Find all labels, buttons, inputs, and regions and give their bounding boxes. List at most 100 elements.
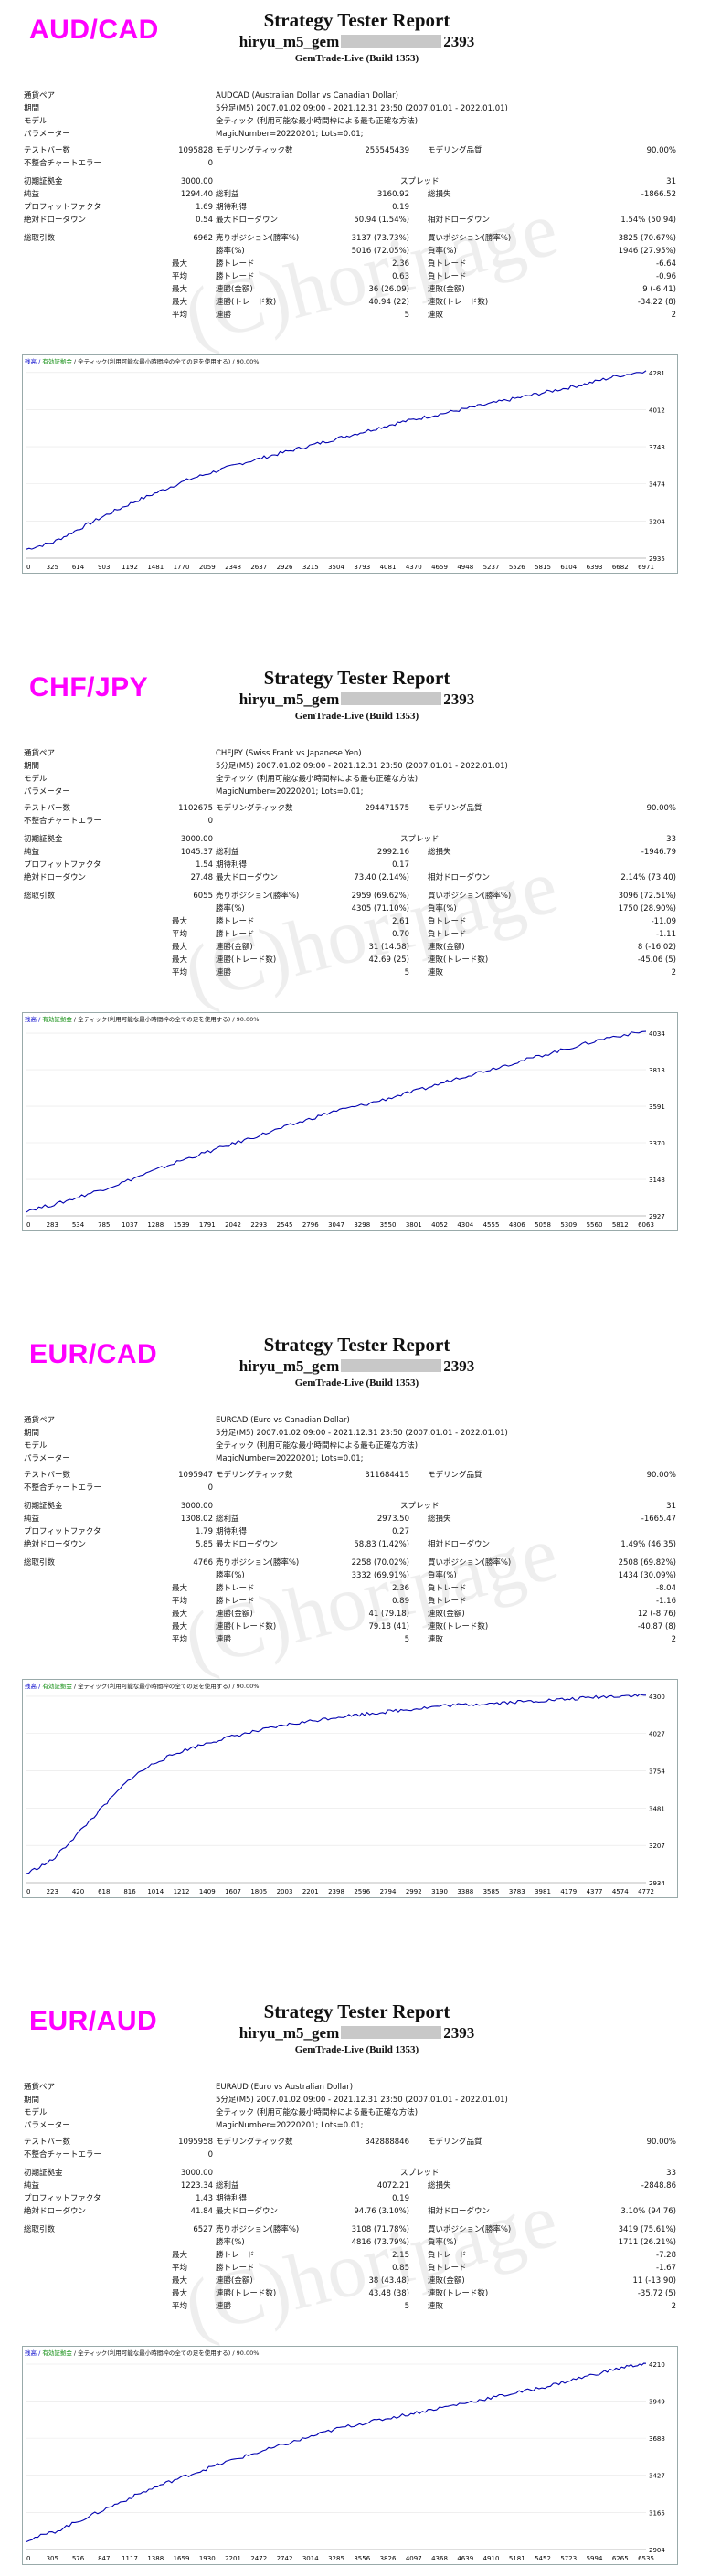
value-short: 2258 (70.02%) — [351, 1558, 409, 1568]
balance-chart: 残高 / 有効証拠金 / 全ティック(利用可能な最小時間枠の全ての足を使用する)… — [22, 2346, 678, 2565]
value-ticks: 311684415 — [365, 1471, 409, 1480]
chart-svg: 2927 3148 3370 3591 3813 4034 0 283 534 785 1037 12… — [26, 1030, 665, 1229]
build-info: GemTrade-Live (Build 1353) — [294, 53, 419, 64]
value-spread: 33 — [666, 835, 676, 844]
label-gross-loss: 総損失 — [428, 2181, 451, 2191]
value-abs-dd: 27.48 — [190, 873, 213, 882]
value-consec-losses-count: -35.72 (5) — [637, 2289, 676, 2298]
label-mismatch: 不整合チャートエラー — [24, 159, 101, 168]
label-long: 買いポジション(勝率%) — [428, 892, 512, 901]
value-win-trades: 5016 (72.05%) — [351, 247, 409, 256]
x-tick-label: 1607 — [225, 1888, 241, 1895]
x-tick-label: 0 — [26, 564, 30, 571]
label-quality: モデリング品質 — [428, 146, 482, 155]
chart-caption: 残高 / 有効証拠金 / 全ティック(利用可能な最小時間枠の全ての足を使用する)… — [25, 1681, 259, 1690]
value-short: 3108 (71.78%) — [351, 2225, 409, 2234]
label-largest-win: 勝トレード — [216, 917, 255, 926]
value-gross-loss: -1866.52 — [641, 190, 676, 199]
x-tick-label: 4659 — [431, 564, 448, 571]
value-symbol: CHFJPY (Swiss Frank vs Japanese Yen) — [216, 749, 362, 758]
label-net: 純益 — [24, 848, 40, 857]
label-pf: プロフィットファクタ — [24, 2194, 101, 2203]
value-quality: 90.00% — [646, 1471, 676, 1480]
y-tick-label: 3370 — [649, 1140, 665, 1147]
label-avg-consec-wins: 連勝 — [216, 2302, 232, 2311]
label-expected: 期待利得 — [216, 860, 248, 870]
x-tick-label: 3556 — [354, 2555, 370, 2562]
value-avg-consec-wins: 5 — [404, 311, 409, 320]
value-deposit: 3000.00 — [180, 177, 213, 186]
ea-name: hiryu_m5_gem 2393 — [16, 2024, 697, 2043]
label-params: パラメーター — [24, 2121, 70, 2130]
value-consec-wins-count: 79.18 (41) — [368, 1622, 409, 1631]
x-tick-label: 305 — [47, 2555, 58, 2562]
label-ticks: モデリングティック数 — [216, 1471, 293, 1480]
label-max-1: 最大 — [172, 259, 188, 269]
x-tick-label: 6682 — [612, 564, 629, 571]
label-consec-losses-money: 連敗(金額) — [428, 285, 465, 294]
x-tick-label: 4555 — [483, 1221, 500, 1229]
label-mismatch: 不整合チャートエラー — [24, 1483, 101, 1493]
label-max-2: 最大 — [172, 285, 188, 294]
x-tick-label: 1409 — [199, 1888, 216, 1895]
x-tick-label: 5452 — [535, 2555, 551, 2562]
build-info: GemTrade-Live (Build 1353) — [294, 711, 419, 722]
x-tick-label: 3215 — [302, 564, 319, 571]
label-consec-wins-money: 連勝(金額) — [216, 943, 253, 952]
value-gross-profit: 3160.92 — [376, 190, 409, 199]
label-max-1: 最大 — [172, 2251, 188, 2260]
currency-pair-label: EUR/AUD — [29, 2006, 158, 2036]
label-max-2: 最大 — [172, 2276, 188, 2286]
label-gross-profit: 総利益 — [216, 2181, 239, 2191]
label-gross-profit: 総利益 — [216, 1515, 239, 1524]
value-consec-wins-money: 38 (43.48) — [368, 2276, 409, 2286]
redaction-box — [341, 2026, 442, 2039]
label-ticks: モデリングティック数 — [216, 804, 293, 813]
x-tick-label: 2042 — [225, 1221, 241, 1229]
x-tick-label: 1481 — [147, 564, 164, 571]
label-avg-consec-wins: 連勝 — [216, 968, 232, 977]
caption-text: / 全ティック(利用可能な最小時間枠の全ての足を使用する) — [71, 2349, 231, 2357]
label-avg-2: 平均 — [172, 2302, 188, 2311]
caption-balance: 残高 / — [25, 1016, 43, 1023]
value-largest-loss: -6.64 — [656, 259, 676, 269]
x-tick-label: 4377 — [587, 1888, 603, 1895]
label-gross-profit: 総利益 — [216, 190, 239, 199]
label-consec-wins-money: 連勝(金額) — [216, 2276, 253, 2286]
report-title: Strategy Tester Report — [263, 9, 450, 31]
value-period: 5分足(M5) 2007.01.02 09:00 - 2021.12.31 23… — [216, 2096, 508, 2105]
label-expected: 期待利得 — [216, 203, 248, 212]
label-mismatch: 不整合チャートエラー — [24, 817, 101, 826]
label-long: 買いポジション(勝率%) — [428, 2225, 512, 2234]
value-consec-losses-money: 8 (-16.02) — [637, 943, 676, 952]
ea-name: hiryu_m5_gem 2393 — [16, 691, 697, 709]
label-largest-loss: 負トレード — [428, 917, 467, 926]
x-tick-label: 1192 — [122, 564, 138, 571]
report-panel: EUR/CAD Strategy Tester Report hiryu_m5_ge… — [16, 1332, 697, 1907]
label-avg-consec-losses: 連敗 — [428, 968, 444, 977]
value-avg-win: 0.85 — [392, 2264, 409, 2273]
label-period: 期間 — [24, 762, 40, 771]
x-tick-label: 1014 — [147, 1888, 164, 1895]
report-panel: AUD/CAD Strategy Tester Report hiryu_m5_ge… — [16, 7, 697, 583]
value-ticks: 294471575 — [365, 804, 409, 813]
value-pf: 1.69 — [196, 203, 213, 212]
value-avg-consec-wins: 5 — [404, 968, 409, 977]
label-bars: テストバー数 — [24, 804, 71, 813]
label-win-trades: 勝率(%) — [216, 904, 245, 913]
currency-pair-label: CHF/JPY — [29, 672, 149, 702]
value-mismatch: 0 — [207, 159, 213, 168]
label-avg-1: 平均 — [172, 930, 188, 939]
label-avg-1: 平均 — [172, 2264, 188, 2273]
redaction-box — [341, 692, 442, 705]
value-period: 5分足(M5) 2007.01.02 09:00 - 2021.12.31 23… — [216, 762, 508, 771]
value-consec-wins-count: 40.94 (22) — [368, 298, 409, 307]
x-tick-label: 816 — [123, 1888, 136, 1895]
y-tick-label: 3148 — [649, 1177, 665, 1184]
label-symbol: 通貨ペア — [24, 91, 56, 100]
label-max-dd: 最大ドローダウン — [216, 1540, 279, 1549]
value-largest-loss: -11.09 — [651, 917, 676, 926]
x-tick-label: 2794 — [380, 1888, 397, 1895]
label-consec-losses-count: 連敗(トレード数) — [428, 1622, 489, 1631]
label-rel-dd: 相対ドローダウン — [428, 2207, 491, 2216]
